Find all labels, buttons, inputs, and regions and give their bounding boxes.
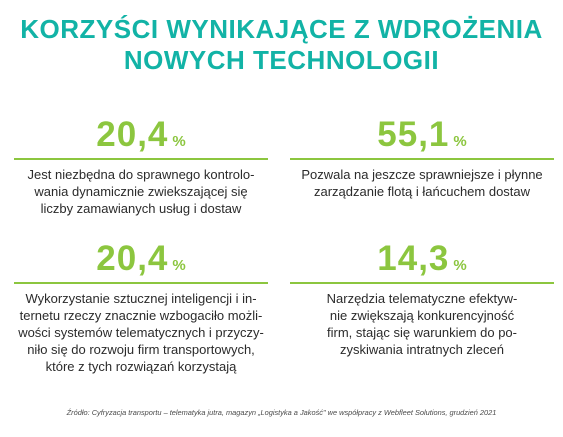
divider-line — [290, 158, 554, 160]
description-line: ternetu rzeczy znacznie wzbogaciło możli… — [19, 308, 263, 323]
source-note: Źródło: Cyfryzacja transportu – telematy… — [66, 408, 497, 417]
stat-unit: % — [172, 133, 186, 150]
description-line: Jest niezbędna do sprawnego kontrolo- — [27, 167, 255, 182]
description-line: wania dynamicznie zwiekszającej się — [34, 184, 248, 199]
description-line: zyskiwania intratnych zleceń — [339, 342, 505, 357]
stat-value-row: 20,4 % — [14, 240, 268, 278]
title-line-1: KORZYŚCI WYNIKAJĄCE Z WDROŻENIA — [20, 14, 543, 44]
description-line: wości systemów telematycznych i przyczy- — [18, 325, 264, 340]
infographic-title: KORZYŚCI WYNIKAJĄCE Z WDROŻENIA NOWYCH T… — [0, 14, 563, 76]
divider-line — [14, 282, 268, 284]
description-line: Narzędzia telematyczne efektyw- — [326, 291, 518, 306]
stat-description: Pozwala na jeszcze sprawniejsze i płynne… — [290, 166, 554, 200]
stat-unit: % — [172, 257, 186, 274]
stat-block-4: 14,3 % Narzędzia telematyczne efektyw- n… — [290, 240, 554, 358]
description-line: liczby zamawianych usług i dostaw — [40, 201, 242, 216]
stat-value-row: 20,4 % — [14, 116, 268, 154]
description-line: niło się do rozwoju firm transportowych, — [27, 342, 255, 357]
stat-value-row: 14,3 % — [290, 240, 554, 278]
stat-value: 14,3 — [377, 239, 450, 278]
stat-block-2: 55,1 % Pozwala na jeszcze sprawniejsze i… — [290, 116, 554, 200]
stat-description: Narzędzia telematyczne efektyw- nie zwię… — [290, 290, 554, 358]
stat-block-1: 20,4 % Jest niezbędna do sprawnego kontr… — [14, 116, 268, 217]
description-line: firm, stając się warunkiem do po- — [326, 325, 517, 340]
divider-line — [14, 158, 268, 160]
stat-unit: % — [453, 257, 467, 274]
stat-value: 55,1 — [377, 115, 450, 154]
divider-line — [290, 282, 554, 284]
description-line: Pozwala na jeszcze sprawniejsze i płynne — [301, 167, 543, 182]
stat-description: Jest niezbędna do sprawnego kontrolo- wa… — [14, 166, 268, 217]
description-line: które z tych rozwiązań korzystają — [45, 359, 237, 374]
stat-value: 20,4 — [96, 115, 169, 154]
stat-value: 20,4 — [96, 239, 169, 278]
description-line: Wykorzystanie sztucznej inteligencji i i… — [25, 291, 257, 306]
stat-unit: % — [453, 133, 467, 150]
stat-block-3: 20,4 % Wykorzystanie sztucznej inteligen… — [14, 240, 268, 375]
stat-description: Wykorzystanie sztucznej inteligencji i i… — [14, 290, 268, 375]
description-line: zarządzanie flotą i łańcuchem dostaw — [313, 184, 531, 199]
description-line: nie zwiększają konkurencyjność — [329, 308, 515, 323]
title-line-2: NOWYCH TECHNOLOGII — [123, 45, 440, 75]
stat-value-row: 55,1 % — [290, 116, 554, 154]
